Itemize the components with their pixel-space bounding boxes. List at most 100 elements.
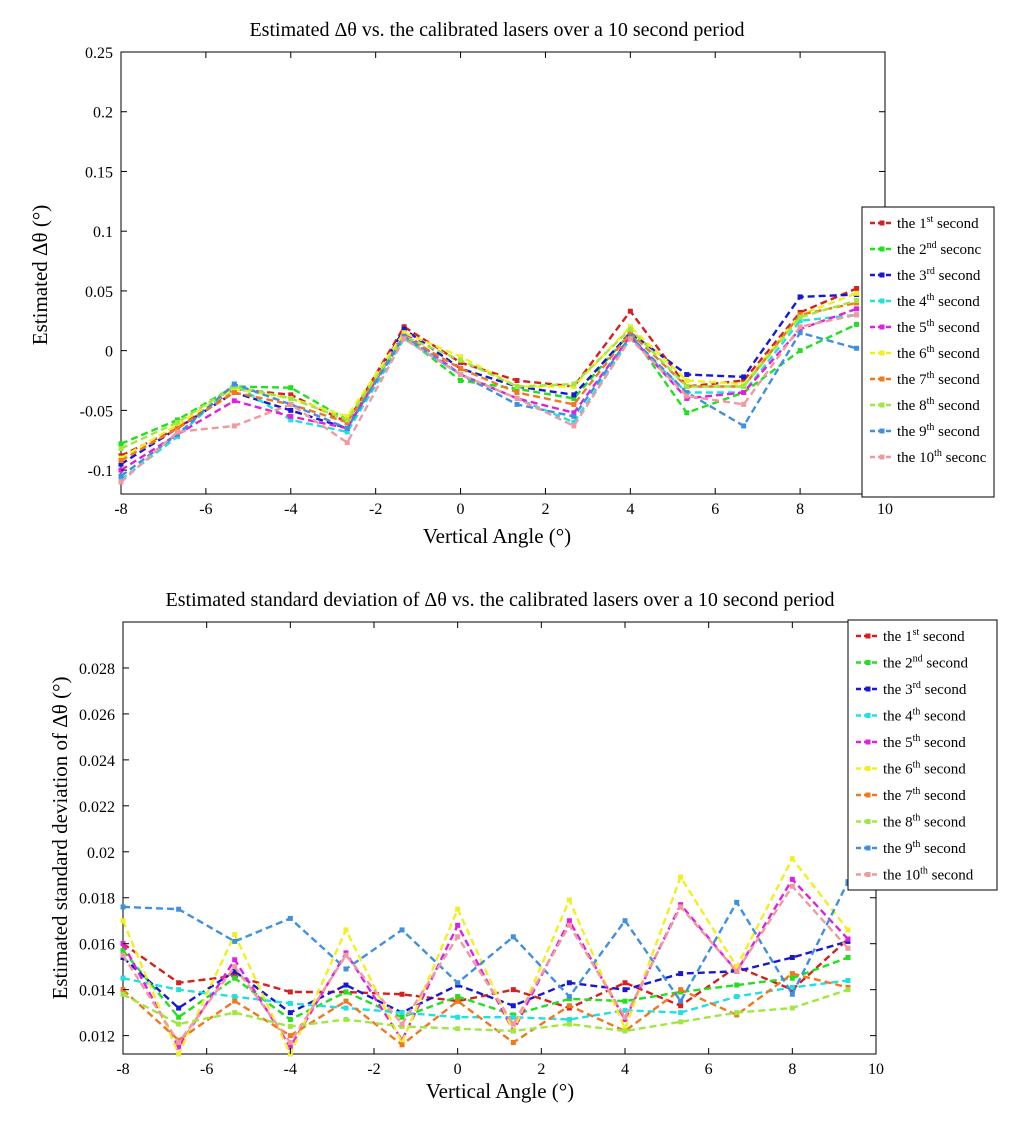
legend-box (847, 619, 998, 891)
legend-item: the 7th second (870, 370, 980, 388)
legend-item: the 2nd second (856, 654, 968, 672)
data-point (174, 429, 180, 435)
data-point (678, 971, 684, 977)
series-line (122, 881, 850, 1004)
data-point (734, 982, 740, 988)
data-point (118, 446, 124, 452)
data-point (734, 899, 740, 905)
data-point (571, 401, 577, 407)
data-point (176, 1044, 182, 1050)
data-point (232, 1010, 238, 1016)
data-point (399, 1014, 405, 1020)
legend-label: the 8th second (897, 396, 980, 414)
data-point (678, 987, 684, 993)
legend-item: the 1st second (870, 214, 979, 232)
data-point (797, 314, 803, 320)
data-point (571, 381, 577, 387)
legend-marker (865, 633, 871, 639)
data-point (854, 321, 860, 327)
data-point (344, 440, 350, 446)
legend-marker (865, 792, 871, 798)
legend-label: the 1st second (883, 627, 965, 645)
data-point (455, 906, 461, 912)
legend-label: the 5th second (883, 733, 966, 751)
series-9 (120, 879, 851, 1004)
data-point (510, 1028, 516, 1034)
data-point (566, 1017, 572, 1023)
chart-std-delta-theta: Estimated standard deviation of Δθ vs. t… (48, 589, 998, 1103)
data-point (344, 429, 350, 435)
data-point (231, 381, 237, 387)
legend-marker (879, 350, 885, 356)
data-point (287, 915, 293, 921)
data-point (571, 395, 577, 401)
data-point (120, 948, 126, 954)
data-point (399, 1042, 405, 1048)
legend-item: the 9th second (856, 839, 966, 857)
data-point (458, 366, 464, 372)
data-point (176, 1021, 182, 1027)
legend-item: the 4th second (870, 292, 980, 310)
data-point (627, 326, 633, 332)
legend-label: the 4th second (897, 292, 980, 310)
data-point (232, 938, 238, 944)
y-tick-label: 0.024 (79, 753, 115, 770)
data-point (176, 1040, 182, 1046)
data-point (789, 1005, 795, 1011)
legend-item: the 5th second (856, 733, 966, 751)
data-point (287, 1023, 293, 1029)
legend-item: the 3rd second (856, 680, 967, 698)
legend-item: the 2nd seconc (870, 240, 981, 258)
legend-item: the 6th second (870, 344, 980, 362)
series-10 (118, 312, 860, 485)
chart-title: Estimated standard deviation of Δθ vs. t… (166, 589, 835, 611)
data-point (231, 423, 237, 429)
series-group (120, 856, 851, 1057)
x-tick-label: -8 (116, 1061, 129, 1078)
data-point (287, 1017, 293, 1023)
data-point (854, 297, 860, 303)
legend-marker (865, 660, 871, 665)
data-point (401, 330, 407, 336)
data-point (789, 876, 795, 882)
legend-marker (865, 819, 871, 824)
data-point (741, 378, 747, 384)
data-point (622, 987, 628, 993)
data-point (118, 473, 124, 479)
data-point (622, 998, 628, 1004)
data-point (343, 927, 349, 933)
x-tick-label: 8 (796, 501, 804, 518)
data-point (845, 936, 851, 942)
data-point (288, 385, 294, 391)
data-point (789, 856, 795, 862)
data-point (734, 1010, 740, 1016)
y-axis-label: Estimated standard deviation of Δθ (°) (48, 677, 72, 1000)
data-point (232, 968, 238, 974)
data-point (399, 1010, 405, 1016)
legend-marker (879, 428, 885, 434)
data-point (343, 1017, 349, 1023)
legend-marker (879, 272, 885, 278)
data-point (514, 389, 520, 395)
data-point (287, 1000, 293, 1006)
data-point (845, 954, 851, 960)
data-point (622, 1014, 628, 1020)
data-point (458, 372, 464, 378)
data-point (232, 964, 238, 970)
data-point (566, 994, 572, 1000)
legend-marker (879, 402, 885, 408)
legend-label: the 3rd second (883, 680, 967, 698)
x-axis-label: Vertical Angle (°) (426, 1079, 574, 1103)
data-point (510, 934, 516, 940)
data-point (343, 982, 349, 988)
data-point (510, 1014, 516, 1020)
data-point (455, 998, 461, 1004)
data-point (845, 977, 851, 983)
legend-label: the 5th second (897, 318, 980, 336)
legend-label: the 10th second (883, 866, 974, 884)
legend-item: the 3rd second (870, 266, 981, 284)
x-tick-label: 10 (877, 501, 893, 518)
legend-item: the 5th second (870, 318, 980, 336)
legend-marker (865, 766, 871, 771)
data-point (854, 345, 860, 351)
